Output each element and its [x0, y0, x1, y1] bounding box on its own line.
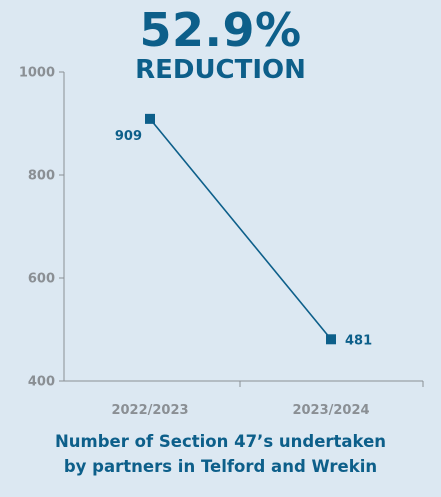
x-tick-label: 2023/2024 — [292, 403, 369, 418]
headline-value: 52.9% — [139, 3, 302, 57]
headline-label: REDUCTION — [135, 55, 306, 85]
data-point-marker — [145, 113, 155, 124]
line-chart: 400 600 800 1000 2022/2023 2023/2024 909 481 — [19, 66, 424, 418]
caption-line-1: Number of Section 47’s undertaken — [54, 432, 387, 451]
data-point-marker — [326, 334, 336, 345]
chart-caption: Number of Section 47’s undertaken by par… — [0, 429, 441, 479]
data-label: 909 — [115, 129, 142, 144]
y-tick-label: 1000 — [19, 66, 55, 81]
data-label: 481 — [345, 333, 372, 348]
series-line — [149, 118, 332, 340]
x-tick-label: 2022/2023 — [111, 403, 188, 418]
y-tick-label: 400 — [28, 375, 55, 390]
y-tick-label: 800 — [28, 169, 55, 184]
y-tick-label: 600 — [28, 272, 55, 287]
caption-line-2: by partners in Telford and Wrekin — [63, 457, 378, 476]
